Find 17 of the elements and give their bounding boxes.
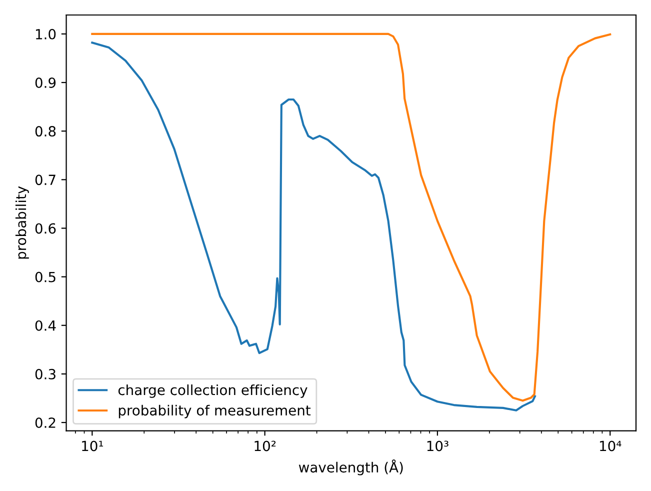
y-tick-label: 0.2 [35, 417, 56, 428]
y-tick-label: 0.6 [35, 223, 56, 234]
y-tick-label: 0.5 [35, 272, 56, 282]
x-tick-label: 10² [254, 440, 276, 452]
legend-label: charge collection efficiency [118, 384, 308, 398]
x-tick-label: 10⁴ [600, 440, 622, 452]
y-tick-label: 0.8 [35, 126, 56, 137]
x-tick-label: 10³ [427, 440, 448, 452]
x-tick-label: 10¹ [82, 440, 104, 452]
y-tick-label: 0.3 [35, 368, 56, 380]
legend-label: probability of measurement [118, 404, 311, 418]
y-tick-label: 0.4 [35, 320, 56, 331]
y-axis-title: probability [15, 186, 29, 259]
y-tick-label: 1.0 [36, 28, 56, 40]
y-tick-label: 0.7 [35, 174, 56, 186]
y-tick-label: 0.9 [35, 77, 56, 88]
x-axis-title: wavelength (Å) [298, 459, 403, 476]
